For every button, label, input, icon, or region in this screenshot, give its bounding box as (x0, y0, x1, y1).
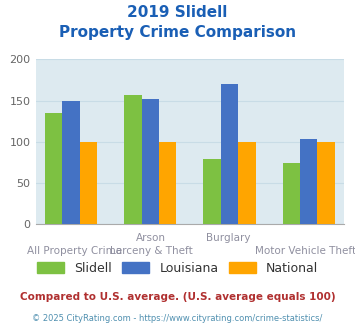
Text: Motor Vehicle Theft: Motor Vehicle Theft (255, 246, 355, 256)
Text: © 2025 CityRating.com - https://www.cityrating.com/crime-statistics/: © 2025 CityRating.com - https://www.city… (32, 314, 323, 323)
Bar (62, 101, 80, 224)
Text: 2019 Slidell: 2019 Slidell (127, 5, 228, 20)
Text: Larceny & Theft: Larceny & Theft (110, 246, 193, 256)
Text: All Property Crime: All Property Crime (27, 246, 122, 256)
Bar (124, 95, 142, 224)
Text: Burglary: Burglary (206, 233, 251, 243)
Text: Compared to U.S. average. (U.S. average equals 100): Compared to U.S. average. (U.S. average … (20, 292, 335, 302)
Text: Arson: Arson (136, 233, 166, 243)
Bar (45, 113, 62, 224)
Bar (300, 139, 317, 224)
Bar (238, 142, 256, 224)
Bar (221, 84, 238, 224)
Bar (317, 142, 335, 224)
Bar (203, 159, 221, 224)
Bar (142, 99, 159, 224)
Legend: Slidell, Louisiana, National: Slidell, Louisiana, National (37, 262, 318, 275)
Bar (159, 142, 176, 224)
Bar (80, 142, 97, 224)
Bar (283, 163, 300, 224)
Text: Property Crime Comparison: Property Crime Comparison (59, 25, 296, 40)
